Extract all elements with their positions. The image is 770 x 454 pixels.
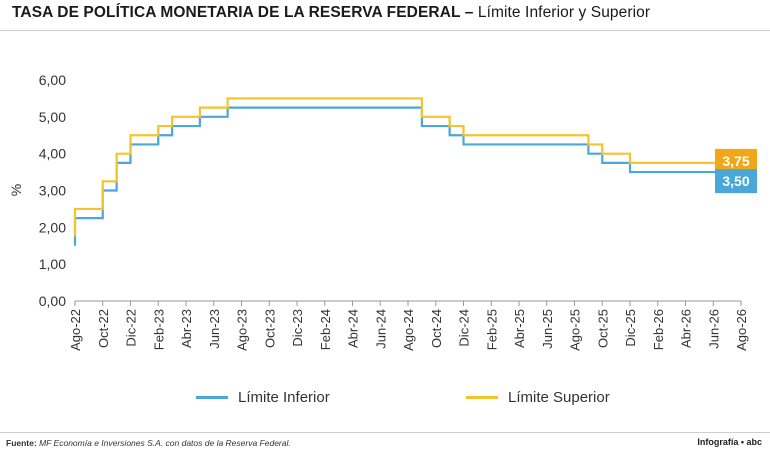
- footer-divider: [0, 432, 770, 433]
- y-tick-label: 4,00: [39, 146, 66, 162]
- x-tick-label: Feb-23: [151, 309, 166, 350]
- legend-item-lower: Límite Inferior: [196, 389, 330, 406]
- end-label-lower-box: [715, 169, 757, 194]
- y-tick-label: 5,00: [39, 109, 66, 125]
- x-tick-label: Jun-24: [373, 309, 388, 349]
- series-line-lower: [73, 106, 728, 246]
- legend-item-upper: Límite Superior: [466, 389, 610, 406]
- x-tick-label: Oct-25: [595, 309, 610, 348]
- chart-end-labels: 3,75 3,50: [715, 148, 757, 194]
- chart-series: [73, 97, 728, 246]
- source-text: MF Economía e Inversiones S.A. con datos…: [39, 438, 291, 448]
- title-divider: [0, 30, 770, 31]
- chart-subtitle: Límite Inferior y Superior: [477, 4, 651, 21]
- end-label-upper-box: [715, 148, 757, 173]
- x-tick-label: Feb-26: [651, 309, 666, 350]
- x-tick-label: Abr-24: [346, 309, 361, 348]
- x-tick-label: Oct-23: [262, 309, 277, 348]
- x-tick-label: Ago-25: [568, 309, 583, 351]
- credit: Infografía • abc: [697, 437, 762, 447]
- x-tick-label: Dic-22: [124, 309, 139, 347]
- x-tick-label: Feb-24: [318, 309, 333, 350]
- x-tick-label: Abr-23: [179, 309, 194, 348]
- x-tick-label: Ago-23: [235, 309, 250, 351]
- y-tick-label: 6,00: [39, 72, 66, 88]
- y-tick-label: 2,00: [39, 219, 66, 235]
- x-tick-label: Ago-24: [401, 309, 416, 351]
- x-tick-label: Dic-24: [457, 309, 472, 347]
- x-tick-label: Jun-25: [540, 309, 555, 349]
- y-axis-label: %: [8, 184, 24, 196]
- x-tick-label: Jun-26: [706, 309, 721, 349]
- rate-chart: 0,00 1,00 2,00 3,00 4,00 5,00 6,00% Ago-22 Oct-2…: [8, 72, 757, 351]
- end-label-upper: 3,75: [722, 153, 749, 169]
- x-tick-label: Abr-26: [679, 309, 694, 348]
- y-tick-label: 1,00: [39, 256, 66, 272]
- x-tick-label: Oct-24: [429, 309, 444, 348]
- x-tick-label: Feb-25: [484, 309, 499, 350]
- source-note: Fuente: MF Economía e Inversiones S.A. c…: [6, 438, 291, 448]
- x-tick-label: Dic-25: [623, 309, 638, 347]
- x-tick-label: Ago-22: [68, 309, 83, 351]
- legend-swatch-lower: [196, 396, 228, 399]
- chart-axes: 0,00 1,00 2,00 3,00 4,00 5,00 6,00% Ago-22 Oct-2…: [8, 72, 749, 351]
- y-tick-label: 3,00: [39, 183, 66, 199]
- x-tick-label: Oct-22: [96, 309, 111, 348]
- y-tick-label: 0,00: [39, 293, 66, 309]
- x-tick-label: Ago-26: [734, 309, 749, 351]
- source-label: Fuente:: [6, 438, 37, 448]
- x-tick-label: Dic-23: [290, 309, 305, 347]
- legend-swatch-upper: [466, 396, 498, 399]
- x-tick-label: Jun-23: [207, 309, 222, 349]
- chart-title: TASA DE POLÍTICA MONETARIA DE LA RESERVA…: [12, 4, 650, 22]
- x-tick-label: Abr-25: [512, 309, 527, 348]
- chart-title-main: TASA DE POLÍTICA MONETARIA DE LA RESERVA…: [12, 4, 474, 21]
- series-line-upper: [73, 97, 728, 237]
- end-label-lower: 3,50: [722, 173, 749, 189]
- legend-label-upper: Límite Superior: [508, 389, 610, 406]
- legend-label-lower: Límite Inferior: [238, 389, 330, 406]
